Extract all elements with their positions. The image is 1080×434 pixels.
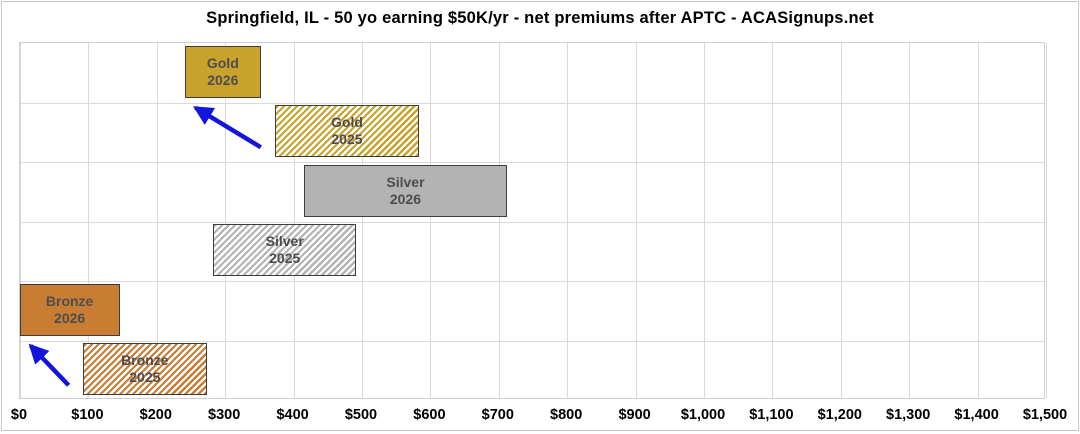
x-tick-label: $1,200 xyxy=(817,407,862,423)
bar-label-line: 2026 xyxy=(207,71,239,88)
gridline-horizontal xyxy=(20,340,1044,342)
bar-label-line: Silver xyxy=(386,173,425,190)
chart-title: Springfield, IL - 50 yo earning $50K/yr … xyxy=(206,9,874,27)
bar-label-line: Bronze xyxy=(121,352,169,369)
bar-label-line: 2025 xyxy=(331,131,363,148)
gridline-vertical xyxy=(840,43,842,398)
bar-gold-2025: Gold 2025 xyxy=(274,105,420,158)
gridline-vertical xyxy=(362,43,363,398)
bar-label-line: Gold xyxy=(331,114,363,131)
x-tick-label: $1,400 xyxy=(954,407,999,423)
bar-bronze-2025: Bronze 2025 xyxy=(82,343,208,396)
bar-label-line: 2026 xyxy=(54,309,86,326)
x-tick-label: $500 xyxy=(344,407,378,423)
gridline-vertical xyxy=(704,43,705,398)
x-tick-label: $400 xyxy=(276,407,309,423)
bar-label-line: Bronze xyxy=(45,292,94,309)
gridline-horizontal xyxy=(20,162,1044,163)
gridline-vertical xyxy=(225,43,227,398)
gridline-horizontal xyxy=(20,281,1044,282)
x-tick-label: $900 xyxy=(618,407,651,423)
gridline-vertical xyxy=(20,43,21,398)
gridline-horizontal xyxy=(20,102,1044,104)
gridline-vertical xyxy=(772,43,774,398)
x-tick-label: $1,300 xyxy=(886,407,931,423)
gridline-horizontal xyxy=(20,221,1044,223)
x-tick-label: $300 xyxy=(208,407,241,423)
bar-label-line: 2025 xyxy=(129,369,161,386)
gridline-vertical xyxy=(567,43,569,398)
bar-label-line: Gold xyxy=(206,54,239,71)
bar-label-line: 2025 xyxy=(269,250,301,267)
gridline-vertical xyxy=(977,43,979,398)
bar-silver-2025: Silver 2025 xyxy=(213,224,357,277)
bar-gold-2026: Gold 2026 xyxy=(184,45,262,98)
gridline-vertical xyxy=(156,43,158,398)
bar-bronze-2026: Bronze 2026 xyxy=(19,283,120,336)
gridline-vertical xyxy=(498,43,500,398)
gridline-vertical xyxy=(293,43,295,398)
x-tick-label: $800 xyxy=(550,407,583,423)
x-tick-label: $600 xyxy=(413,407,446,423)
x-tick-label: $1,500 xyxy=(1022,407,1068,423)
bar-label-line: 2026 xyxy=(389,190,422,207)
bar-silver-2026: Silver 2026 xyxy=(303,164,508,217)
x-tick-label: $1,100 xyxy=(749,407,794,423)
x-tick-label: $0 xyxy=(10,407,28,423)
gridline-vertical xyxy=(1046,43,1047,398)
x-tick-label: $100 xyxy=(71,407,104,423)
gridline-vertical xyxy=(430,43,432,398)
bar-label-line: Silver xyxy=(265,233,304,250)
gridline-vertical xyxy=(635,43,637,398)
x-tick-label: $200 xyxy=(139,407,172,423)
plot-area: Gold 2026 Gold 2025 Silver 2026 Silver 2025 Bron… xyxy=(19,42,1047,399)
x-tick-label: $700 xyxy=(481,407,514,423)
x-tick-label: $1,000 xyxy=(680,407,726,423)
gridline-vertical xyxy=(909,43,911,398)
gridline-vertical xyxy=(88,43,90,398)
